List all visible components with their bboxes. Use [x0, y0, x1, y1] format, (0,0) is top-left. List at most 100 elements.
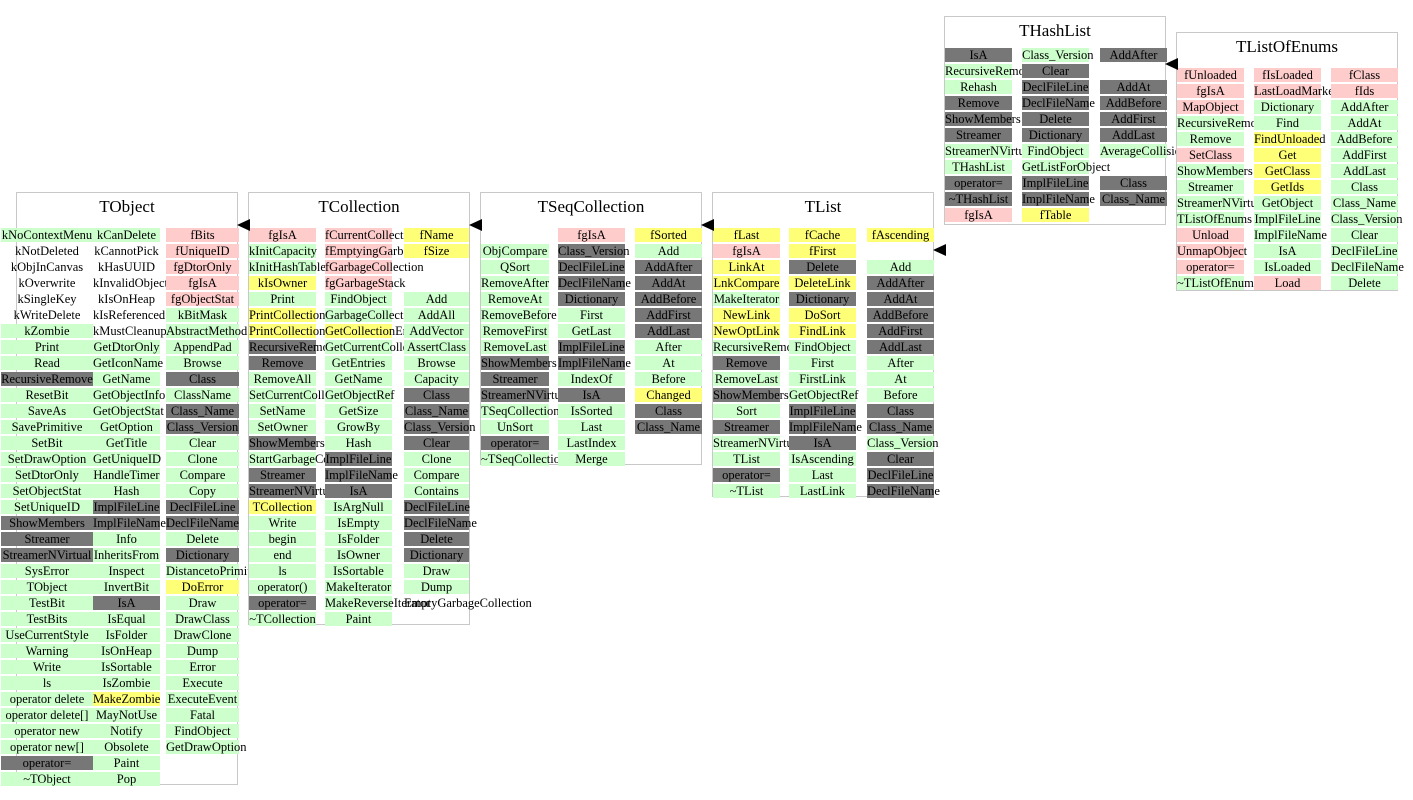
- member-column: fLast fgIsA LinkAt LnkCompare MakeIterator Ne…: [713, 228, 805, 500]
- member-cell: AbstractMethod: [166, 324, 248, 338]
- member-cell: DeclFileLine: [867, 468, 934, 482]
- member-cell: Sort: [713, 404, 780, 418]
- member-cell: DeclFileName: [558, 276, 631, 290]
- member-cell: end: [249, 548, 316, 562]
- member-cell: fgIsA: [166, 276, 239, 290]
- member-cell: AddFirst: [867, 324, 934, 338]
- member-cell: IsFolder: [93, 628, 160, 642]
- class-box-tobject: TObject kNoContextMenu kNotDeleted kObjInC…: [1, 192, 266, 786]
- member-cell: AppendPad: [166, 340, 239, 354]
- member-cell: Class_Version: [1022, 48, 1094, 62]
- member-cell: StartGarbageCollection: [249, 452, 368, 466]
- member-cell: RecursiveRemove: [249, 340, 341, 354]
- inheritance-arrow-icon: [237, 219, 250, 231]
- member-cell: DeclFileName: [867, 484, 940, 498]
- member-cell: fgIsA: [1177, 84, 1244, 98]
- member-cell: Clear: [1022, 64, 1089, 78]
- member-cell: Class_Name: [166, 404, 239, 418]
- member-cell: Notify: [93, 724, 160, 738]
- member-cell: Dictionary: [404, 548, 469, 562]
- member-cell: ImplFileName: [93, 516, 166, 530]
- member-cell: Browse: [166, 356, 239, 370]
- member-cell: TList: [713, 452, 780, 466]
- member-cell: StreamerNVirtual: [249, 484, 338, 498]
- member-cell: TCollection: [249, 500, 316, 514]
- member-cell: ExecuteEvent: [166, 692, 239, 706]
- member-cell: Class_Name: [404, 404, 469, 418]
- member-cell: ShowMembers: [249, 436, 325, 450]
- member-cell: Warning: [1, 644, 93, 658]
- member-cell: kSingleKey: [17, 292, 77, 306]
- member-cell: Class: [867, 404, 934, 418]
- member-cell: UnSort: [481, 420, 549, 434]
- member-cell: GetEntries: [325, 356, 392, 370]
- member-cell: Dictionary: [1022, 128, 1089, 142]
- member-cell: begin: [249, 532, 316, 546]
- member-cell: MakeIterator: [713, 292, 780, 306]
- member-cell: Class_Version: [166, 420, 239, 434]
- member-cell: fUnloaded: [1177, 68, 1244, 82]
- member-cell: AddFirst: [635, 308, 702, 322]
- member-cell: After: [867, 356, 934, 370]
- member-cell: IsOnHeap: [93, 644, 160, 658]
- member-cell: ~TListOfEnums: [1177, 276, 1259, 290]
- member-cell: Dictionary: [166, 548, 239, 562]
- member-cell: Streamer: [1177, 180, 1244, 194]
- member-cell: fBits: [166, 228, 239, 242]
- member-column: ObjCompare QSort RemoveAfter RemoveAt Remove…: [481, 228, 570, 468]
- member-cell: [1100, 160, 1167, 174]
- member-cell: kIsOnHeap: [98, 292, 155, 306]
- class-title: TListOfEnums: [1236, 37, 1338, 56]
- member-cell: AverageCollisions: [1100, 144, 1193, 158]
- member-cell: ShowMembers: [945, 112, 1021, 126]
- member-cell: IndexOf: [558, 372, 625, 386]
- member-cell: IsA: [1254, 244, 1321, 258]
- member-cell: GetObjectStat: [93, 404, 164, 418]
- member-cell: Read: [1, 356, 93, 370]
- member-cell: ImplFileLine: [325, 452, 392, 466]
- member-cell: SetDtorOnly: [1, 468, 93, 482]
- member-cell: AddBefore: [867, 308, 934, 322]
- member-cell: ~THashList: [945, 192, 1012, 206]
- member-cell: StreamerNVirtual: [1177, 196, 1266, 210]
- member-cell: PrintCollectionEntry: [249, 308, 354, 322]
- member-cell: Clone: [166, 452, 239, 466]
- member-cell: ImplFileName: [1254, 228, 1327, 242]
- member-cell: ImplFileLine: [558, 340, 625, 354]
- member-cell: GetDrawOption: [166, 740, 247, 754]
- member-cell: LastIndex: [558, 436, 625, 450]
- member-cell: FindObject: [1022, 144, 1089, 158]
- member-cell: kNotDeleted: [15, 244, 79, 258]
- member-cell: Add: [635, 244, 702, 258]
- member-cell: RemoveFirst: [481, 324, 549, 338]
- member-cell: FindObject: [166, 724, 239, 738]
- member-cell: GetCurrentCollection: [325, 340, 434, 354]
- member-cell: DeclFileLine: [1022, 80, 1089, 94]
- member-cell: SavePrimitive: [1, 420, 93, 434]
- member-cell: IsOwner: [325, 548, 392, 562]
- member-cell: ImplFileName: [789, 420, 862, 434]
- member-cell: RemoveBefore: [481, 308, 557, 322]
- member-cell: MapObject: [1177, 100, 1244, 114]
- member-cell: ImplFileName: [1022, 192, 1095, 206]
- member-cell: IsArgNull: [325, 500, 392, 514]
- member-cell: Remove: [713, 356, 780, 370]
- member-cell: SetBit: [1, 436, 93, 450]
- member-cell: Error: [166, 660, 239, 674]
- member-cell: Class: [404, 388, 469, 402]
- member-cell: fgIsA: [249, 228, 316, 242]
- member-cell: DoError: [166, 580, 239, 594]
- member-cell: FindObject: [325, 292, 392, 306]
- member-cell: RecursiveRemove: [713, 340, 805, 354]
- member-cell: AddBefore: [1100, 96, 1167, 110]
- member-cell: Clear: [867, 452, 934, 466]
- class-box-tlist: TList fLast fgIsA LinkAt LnkCompare MakeIter…: [712, 192, 940, 500]
- member-cell: Clear: [404, 436, 469, 450]
- member-cell: kInitCapacity: [249, 244, 318, 258]
- member-cell: Class_Version: [558, 244, 630, 258]
- member-column: fAscending Add AddAfter AddAt AddBefore AddFi…: [867, 228, 940, 500]
- member-cell: kCannotPick: [94, 244, 159, 258]
- member-cell: Class: [1331, 180, 1398, 194]
- member-cell: StreamerNVirtual: [713, 436, 802, 450]
